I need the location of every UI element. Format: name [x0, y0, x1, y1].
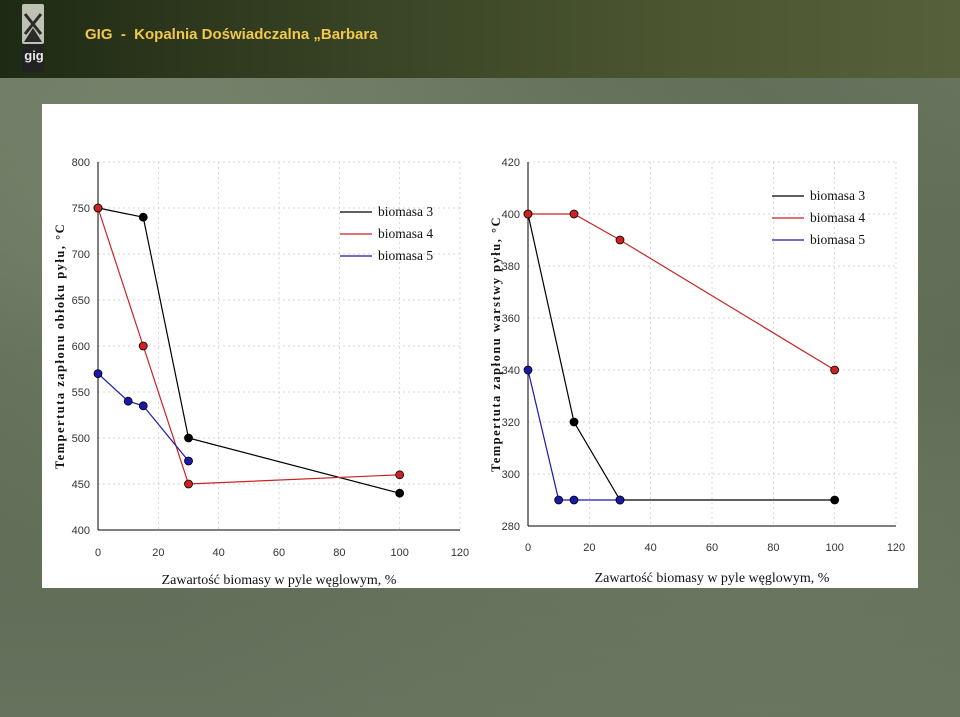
data-point-biomasa-3 [138, 212, 148, 222]
header-bar: gig GIG - Kopalnia Doświadczalna „Barbar… [0, 0, 960, 78]
x-tick-label: 0 [525, 542, 531, 554]
legend-label-biomasa-4: biomasa 4 [810, 210, 865, 225]
logo-text: gig [24, 48, 44, 63]
data-point-biomasa-5 [523, 365, 533, 375]
x-tick-label: 120 [887, 542, 905, 554]
gig-logo [22, 4, 44, 72]
y-tick-label: 750 [72, 203, 90, 215]
y-tick-label: 280 [502, 521, 520, 533]
y-tick-label: 420 [502, 157, 520, 169]
x-tick-label: 40 [213, 547, 225, 559]
chart-dust-cloud-ignition: 400 450 500 550 600 650 700 750 800 0 20 40 60 80 100 1… [53, 157, 469, 588]
data-point-biomasa-5 [554, 495, 564, 505]
y-tick-label: 400 [502, 209, 520, 221]
y-axis-label: Tempertuta zapłonu warstwy pyłu, °C [489, 216, 503, 472]
data-point-biomasa-3 [830, 495, 840, 505]
y-tick-label: 450 [72, 479, 90, 491]
data-point-biomasa-3 [395, 488, 405, 498]
y-tick-label: 700 [72, 249, 90, 261]
series-line-biomasa-4 [528, 213, 835, 371]
data-point-biomasa-4 [93, 203, 103, 213]
data-point-biomasa-4 [395, 470, 405, 480]
data-point-biomasa-5 [569, 495, 579, 505]
x-tick-label: 60 [706, 542, 718, 554]
y-axis-label: Tempertuta zapłonu obłoku pyłu, °C [53, 223, 67, 469]
data-point-biomasa-5 [615, 495, 625, 505]
legend-label-biomasa-3: biomasa 3 [378, 204, 433, 219]
data-point-biomasa-5 [123, 396, 133, 406]
y-tick-label: 400 [72, 525, 90, 537]
x-axis-label: Zawartość biomasy w pyle węglowym, % [595, 571, 830, 586]
y-tick-label: 500 [72, 433, 90, 445]
legend-label-biomasa-5: biomasa 5 [810, 232, 865, 247]
x-tick-label: 20 [583, 542, 595, 554]
x-tick-label: 120 [451, 547, 469, 559]
data-point-biomasa-3 [184, 433, 193, 443]
x-axis-label: Zawartość biomasy w pyle węglowym, % [162, 573, 397, 588]
chart-panel: 400 450 500 550 600 650 700 750 800 0 20 40 60 80 100 1… [42, 104, 918, 588]
x-tick-label: 60 [273, 547, 285, 559]
header-title: GIG - Kopalnia Doświadczalna „Barbara [85, 26, 378, 43]
data-point-biomasa-3 [569, 417, 579, 427]
data-point-biomasa-4 [615, 235, 625, 245]
y-tick-label: 360 [502, 313, 520, 325]
series-line-biomasa-4 [97, 207, 400, 485]
data-point-biomasa-5 [138, 401, 148, 411]
y-tick-label: 800 [72, 157, 90, 169]
chart-dust-layer-ignition: 280 300 320 340 360 380 400 420 0 20 40 60 80 100 120 T… [489, 157, 905, 586]
x-tick-label: 0 [95, 547, 101, 559]
x-tick-label: 100 [390, 547, 408, 559]
legend-label-biomasa-4: biomasa 4 [378, 226, 433, 241]
legend-label-biomasa-3: biomasa 3 [810, 188, 865, 203]
data-point-biomasa-4 [569, 209, 579, 219]
y-tick-label: 600 [72, 341, 90, 353]
x-tick-label: 80 [333, 547, 345, 559]
data-point-biomasa-4 [138, 341, 148, 351]
y-tick-label: 340 [502, 365, 520, 377]
legend-label-biomasa-5: biomasa 5 [378, 248, 433, 263]
x-tick-label: 20 [152, 547, 164, 559]
y-tick-label: 300 [502, 469, 520, 481]
y-tick-label: 380 [502, 261, 520, 273]
series-line-biomasa-5 [97, 373, 189, 462]
x-tick-label: 40 [645, 542, 657, 554]
series-line-biomasa-3 [527, 213, 835, 501]
x-tick-label: 80 [767, 542, 779, 554]
y-tick-label: 320 [502, 417, 520, 429]
data-point-biomasa-5 [184, 456, 193, 466]
data-point-biomasa-4 [523, 209, 533, 219]
series-line-biomasa-3 [97, 207, 400, 494]
x-tick-label: 100 [825, 542, 843, 554]
y-tick-label: 650 [72, 295, 90, 307]
series-line-biomasa-5 [527, 369, 620, 501]
data-point-biomasa-5 [93, 369, 103, 379]
data-point-biomasa-4 [830, 365, 840, 375]
data-point-biomasa-4 [184, 479, 193, 489]
y-tick-label: 550 [72, 387, 90, 399]
